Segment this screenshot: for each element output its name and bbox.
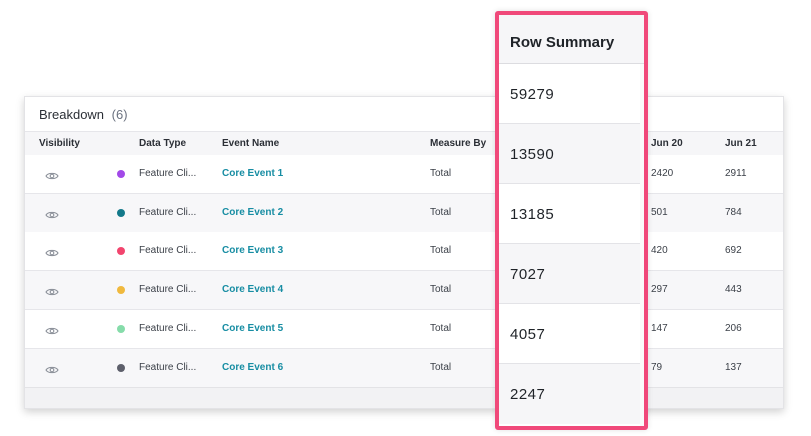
jun-21-value: 784: [725, 206, 742, 218]
series-color-dot: [117, 324, 125, 333]
table-row[interactable]: Feature Cli... Core Event 2 Total 501 784: [25, 193, 783, 233]
row-summary-value: 59279: [499, 64, 644, 124]
row-summary-value: 2247: [499, 364, 644, 424]
measure-by-cell: Total: [430, 245, 452, 257]
table-row[interactable]: Feature Cli... Core Event 3 Total 420 692: [25, 232, 783, 272]
series-color-dot: [117, 170, 125, 178]
table-header: Visibility Data Type Event Name Measure …: [25, 131, 783, 156]
jun-20-value: 297: [651, 284, 668, 296]
breakdown-header: Breakdown (6): [39, 107, 128, 122]
column-header-jun-20[interactable]: Jun 20: [651, 138, 683, 149]
event-name-link[interactable]: Core Event 4: [222, 284, 284, 296]
measure-by-cell: Total: [430, 206, 452, 218]
breakdown-panel: Breakdown (6) Visibility Data Type Event…: [24, 96, 784, 409]
jun-20-value: 79: [651, 361, 663, 373]
jun-21-value: 443: [725, 284, 742, 296]
row-summary-header: Row Summary: [499, 15, 644, 64]
eye-icon[interactable]: [45, 362, 59, 373]
jun-21-value: 2911: [725, 168, 747, 179]
jun-20-value: 147: [651, 322, 668, 334]
column-header-visibility[interactable]: Visibility: [39, 138, 80, 149]
series-color-dot: [117, 247, 125, 256]
eye-icon[interactable]: [45, 284, 59, 296]
data-type-cell: Feature Cli...: [139, 206, 197, 218]
measure-by-cell: Total: [430, 322, 452, 334]
measure-by-cell: Total: [430, 284, 452, 296]
row-summary-value: 7027: [499, 244, 644, 304]
row-summary-value: 13590: [499, 124, 644, 184]
event-name-link[interactable]: Core Event 1: [222, 168, 284, 179]
column-header-event-name[interactable]: Event Name: [222, 138, 280, 149]
measure-by-cell: Total: [430, 168, 452, 179]
jun-20-value: 420: [651, 245, 668, 257]
table-row[interactable]: Feature Cli... Core Event 1 Total 2420 2911: [25, 155, 783, 194]
jun-21-value: 137: [725, 361, 742, 373]
jun-20-value: 501: [651, 206, 668, 218]
data-type-cell: Feature Cli...: [139, 322, 197, 334]
eye-icon[interactable]: [45, 207, 59, 218]
data-type-cell: Feature Cli...: [139, 284, 197, 296]
row-summary-value: 13185: [499, 184, 644, 244]
series-color-dot: [117, 363, 125, 372]
jun-21-value: 692: [725, 245, 742, 257]
event-name-link[interactable]: Core Event 5: [222, 322, 284, 334]
jun-21-value: 206: [725, 322, 742, 334]
breakdown-count: (6): [111, 107, 128, 122]
event-name-link[interactable]: Core Event 6: [222, 361, 284, 373]
measure-by-cell: Total: [430, 361, 452, 373]
row-summary-value: 4057: [499, 304, 644, 364]
series-color-dot: [117, 208, 125, 217]
card-footer: [25, 387, 783, 408]
eye-icon[interactable]: [45, 323, 59, 334]
column-header-jun-21[interactable]: Jun 21: [725, 138, 757, 149]
data-type-cell: Feature Cli...: [139, 245, 197, 257]
eye-icon[interactable]: [45, 245, 59, 257]
row-summary-values: 59279 13590 13185 7027 4057 2247: [499, 64, 644, 424]
column-header-measure-by[interactable]: Measure By: [430, 138, 487, 149]
table-row[interactable]: Feature Cli... Core Event 4 Total 297 443: [25, 271, 783, 311]
breakdown-title: Breakdown: [39, 107, 105, 122]
eye-icon[interactable]: [45, 168, 59, 180]
event-name-link[interactable]: Core Event 3: [222, 245, 284, 257]
jun-20-value: 2420: [651, 168, 674, 179]
event-name-link[interactable]: Core Event 2: [222, 206, 284, 218]
series-color-dot: [117, 286, 125, 295]
row-summary-scrollbar[interactable]: [640, 64, 644, 426]
table-row[interactable]: Feature Cli... Core Event 6 Total 79 137: [25, 348, 783, 388]
row-summary-column: Row Summary 59279 13590 13185 7027 4057 2247: [495, 11, 648, 430]
table-row[interactable]: Feature Cli... Core Event 5 Total 147 206: [25, 309, 783, 349]
data-type-cell: Feature Cli...: [139, 361, 197, 373]
column-header-data-type[interactable]: Data Type: [139, 138, 187, 149]
data-type-cell: Feature Cli...: [139, 168, 197, 179]
